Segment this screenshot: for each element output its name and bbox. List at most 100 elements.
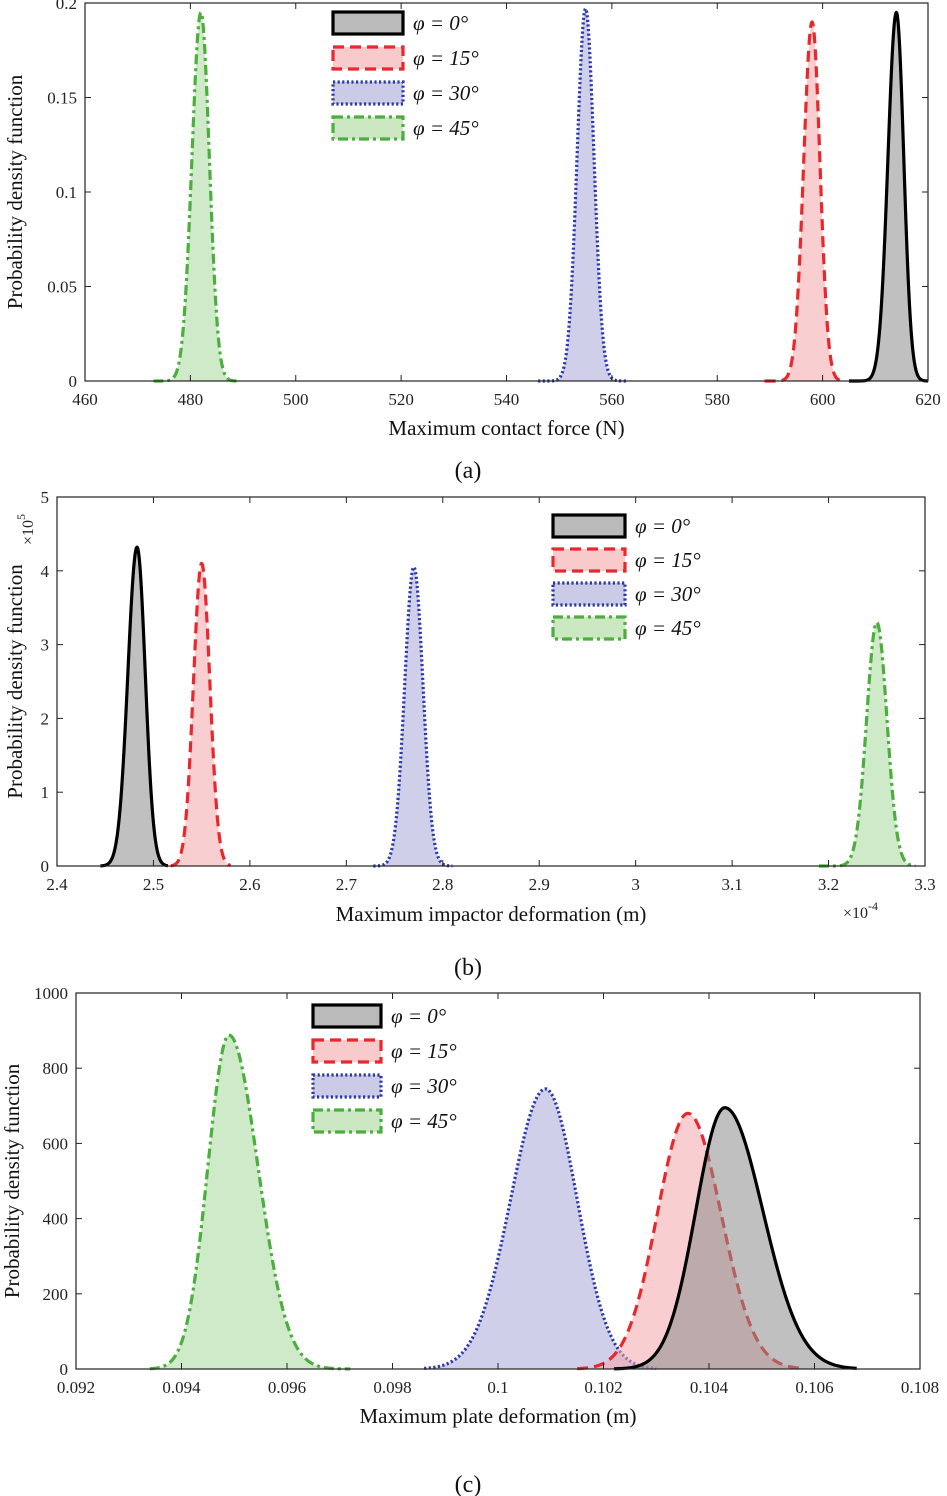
x-tick-label: 0.102 — [584, 1378, 622, 1397]
x-tick-label: 3.2 — [818, 875, 839, 894]
legend-label-1: φ = 15° — [391, 1039, 457, 1063]
legend: φ = 0° φ = 15° φ = 30° φ = 45° — [331, 10, 479, 141]
legend-label-1: φ = 15° — [413, 46, 479, 70]
x-multiplier: ×10-4 — [843, 899, 878, 922]
series-fill-1 — [170, 563, 231, 866]
legend-swatch-3 — [311, 1108, 383, 1134]
legend-swatch-1 — [331, 45, 405, 71]
y-tick-label: 0 — [69, 372, 78, 391]
x-tick-label: 0.106 — [795, 1378, 833, 1397]
y-tick-label: 0.2 — [56, 0, 77, 13]
legend-swatch-2 — [551, 581, 627, 607]
x-tick-label: 0.092 — [57, 1378, 95, 1397]
x-tick-label: 2.9 — [529, 875, 550, 894]
chart-panel-a: 460 480 500 520 540 560 580 600 620 0 0.05 0.1 0.15 0… — [3, 0, 941, 484]
legend-label-2: φ = 30° — [635, 582, 701, 606]
y-tick-label: 0 — [60, 1360, 69, 1379]
series-line-0 — [99, 545, 170, 868]
y-multiplier-base: ×10 — [20, 520, 37, 545]
x-tick-label: 520 — [388, 390, 414, 409]
y-tick-label: 0.15 — [47, 89, 77, 108]
legend: φ = 0° φ = 15° φ = 30° φ = 45° — [311, 1003, 457, 1134]
x-axis-label: Maximum impactor deformation (m) — [336, 902, 647, 926]
legend-swatch-2 — [311, 1073, 383, 1099]
x-tick-label: 2.8 — [432, 875, 453, 894]
legend-swatch-1 — [311, 1038, 383, 1064]
x-tick-label: 2.7 — [336, 875, 358, 894]
chart-panel-c: 0.092 0.094 0.096 0.098 0.1 0.102 0.104 0.106 0.… — [0, 984, 939, 1496]
x-tick-label: 3.1 — [721, 875, 742, 894]
y-tick-label: 2 — [41, 709, 50, 728]
series-fill-2 — [424, 1088, 657, 1369]
series-fill-3 — [818, 622, 916, 866]
panel-caption: (a) — [455, 458, 482, 484]
y-tick-label: 3 — [41, 636, 50, 655]
x-tick-label: 0.104 — [690, 1378, 729, 1397]
y-axis-label: Probability density function — [3, 74, 27, 309]
y-tick-label: 0.05 — [47, 278, 77, 297]
x-tick-label: 500 — [283, 390, 309, 409]
x-tick-label: 540 — [494, 390, 520, 409]
x-tick-label: 560 — [599, 390, 625, 409]
x-tick-label: 480 — [178, 390, 204, 409]
x-tick-label: 0.094 — [162, 1378, 201, 1397]
chart-panel-b: 2.4 2.5 2.6 2.7 2.8 2.9 3 3.1 3.2 3.3 0 1 2 3 4 5 Maximu… — [3, 488, 936, 981]
x-axis-label: Maximum plate deformation (m) — [359, 1404, 636, 1428]
series-fill-0 — [100, 547, 168, 866]
legend-label-3: φ = 45° — [413, 116, 479, 140]
y-multiplier: ×105 — [14, 514, 37, 545]
series-line-2 — [372, 565, 454, 868]
y-tick-label: 400 — [43, 1210, 69, 1229]
x-tick-label: 460 — [72, 390, 98, 409]
x-tick-label: 0.096 — [268, 1378, 306, 1397]
series-fill-3 — [149, 1035, 351, 1369]
series-line-2 — [424, 1087, 657, 1370]
y-axis-label: Probability density function — [3, 564, 27, 799]
y-tick-label: 1 — [41, 783, 50, 802]
axes-box — [56, 496, 926, 867]
legend-label-0: φ = 0° — [391, 1004, 447, 1028]
legend-label-3: φ = 45° — [635, 616, 701, 640]
y-tick-label: 0 — [41, 857, 50, 876]
series-line-3 — [149, 1033, 351, 1371]
legend-label-2: φ = 30° — [413, 81, 479, 105]
x-tick-label: 0.098 — [373, 1378, 411, 1397]
panel-caption: (b) — [454, 955, 482, 981]
y-tick-label: 800 — [43, 1059, 69, 1078]
x-tick-label: 2.6 — [239, 875, 260, 894]
y-multiplier-exp: 5 — [14, 514, 28, 520]
x-tick-label: 580 — [705, 390, 731, 409]
y-tick-label: 200 — [43, 1285, 69, 1304]
series-line-1 — [169, 561, 232, 868]
series-line-1 — [763, 20, 845, 383]
legend-label-3: φ = 45° — [391, 1109, 457, 1133]
panel-caption: (c) — [455, 1472, 482, 1496]
y-tick-label: 1000 — [34, 984, 68, 1003]
legend-label-2: φ = 30° — [391, 1074, 457, 1098]
x-axis-label: Maximum contact force (N) — [388, 416, 624, 440]
legend: φ = 0° φ = 15° φ = 30° φ = 45° — [551, 513, 701, 641]
x-tick-label: 0.108 — [901, 1378, 939, 1397]
legend-label-0: φ = 0° — [635, 514, 691, 538]
series-fill-0 — [614, 1107, 857, 1369]
x-tick-label: 2.5 — [143, 875, 164, 894]
legend-swatch-0 — [551, 513, 627, 539]
legend-swatch-0 — [331, 10, 405, 36]
x-multiplier-exp: -4 — [868, 899, 878, 913]
x-tick-label: 2.4 — [46, 875, 68, 894]
legend-swatch-0 — [311, 1003, 383, 1029]
x-multiplier-base: ×10 — [843, 905, 868, 922]
x-tick-label: 3 — [631, 875, 640, 894]
legend-swatch-3 — [331, 115, 405, 141]
legend-label-0: φ = 0° — [413, 11, 469, 35]
series-fill-2 — [373, 567, 453, 866]
y-tick-label: 5 — [41, 488, 50, 507]
series-fill-2 — [538, 8, 628, 382]
y-axis-label: Probability density function — [0, 1063, 24, 1298]
series-fill-3 — [153, 12, 238, 381]
legend-swatch-1 — [551, 547, 627, 573]
x-tick-label: 600 — [810, 390, 836, 409]
x-tick-label: 3.3 — [914, 875, 935, 894]
legend-swatch-3 — [551, 615, 627, 641]
